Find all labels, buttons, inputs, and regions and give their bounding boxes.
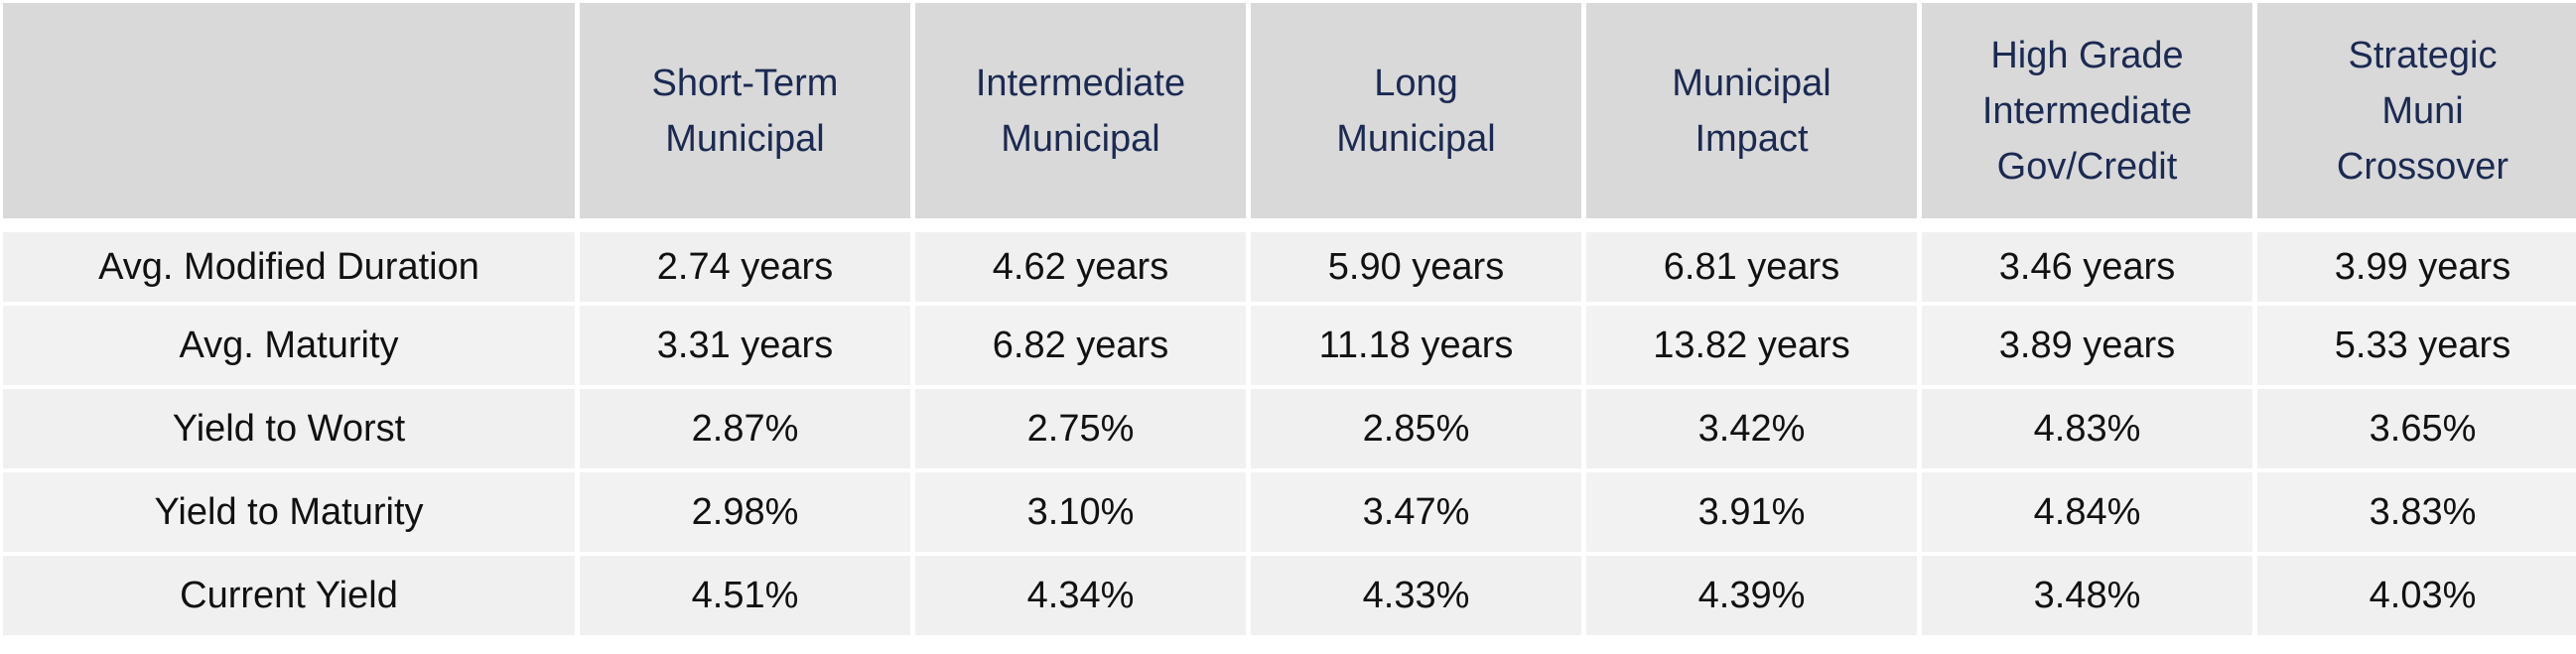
table-cell: 2.98%	[580, 472, 910, 552]
table-cell: 4.83%	[1922, 389, 2252, 468]
table-cell: 3.42%	[1586, 389, 1917, 468]
table-cell: 6.82 years	[915, 306, 1246, 385]
row-label: Yield to Maturity	[3, 472, 575, 552]
header-short-term-municipal: Short-Term Municipal	[580, 3, 910, 218]
table-cell: 4.34%	[915, 556, 1246, 635]
row-label: Yield to Worst	[3, 389, 575, 468]
table-cell: 5.33 years	[2257, 306, 2576, 385]
header-strategic-muni-crossover: Strategic Muni Crossover	[2257, 3, 2576, 218]
row-label: Avg. Maturity	[3, 306, 575, 385]
table-cell: 2.85%	[1251, 389, 1581, 468]
header-intermediate-municipal: Intermediate Municipal	[915, 3, 1246, 218]
table-cell: 13.82 years	[1586, 306, 1917, 385]
table-cell: 4.62 years	[915, 232, 1246, 302]
table-cell: 3.46 years	[1922, 232, 2252, 302]
table-cell: 2.74 years	[580, 232, 910, 302]
row-label: Avg. Modified Duration	[3, 232, 575, 302]
table-cell: 3.99 years	[2257, 232, 2576, 302]
table-cell: 3.47%	[1251, 472, 1581, 552]
table-cell: 6.81 years	[1586, 232, 1917, 302]
table-cell: 3.31 years	[580, 306, 910, 385]
table-cell: 3.83%	[2257, 472, 2576, 552]
table-cell: 4.03%	[2257, 556, 2576, 635]
table-cell: 4.84%	[1922, 472, 2252, 552]
table-cell: 11.18 years	[1251, 306, 1581, 385]
table-cell: 3.89 years	[1922, 306, 2252, 385]
header-long-municipal: Long Municipal	[1251, 3, 1581, 218]
table-cell: 3.48%	[1922, 556, 2252, 635]
row-label: Current Yield	[3, 556, 575, 635]
table-cell: 3.91%	[1586, 472, 1917, 552]
table-cell: 2.87%	[580, 389, 910, 468]
table-cell: 4.51%	[580, 556, 910, 635]
table-cell: 4.39%	[1586, 556, 1917, 635]
header-corner-cell	[3, 3, 575, 218]
table-cell: 4.33%	[1251, 556, 1581, 635]
table-cell: 3.65%	[2257, 389, 2576, 468]
header-high-grade-intermediate: High Grade Intermediate Gov/Credit	[1922, 3, 2252, 218]
table-cell: 2.75%	[915, 389, 1246, 468]
table-cell: 3.10%	[915, 472, 1246, 552]
fund-characteristics-table: Short-Term Municipal Intermediate Munici…	[3, 3, 2576, 635]
table-cell: 5.90 years	[1251, 232, 1581, 302]
header-municipal-impact: Municipal Impact	[1586, 3, 1917, 218]
